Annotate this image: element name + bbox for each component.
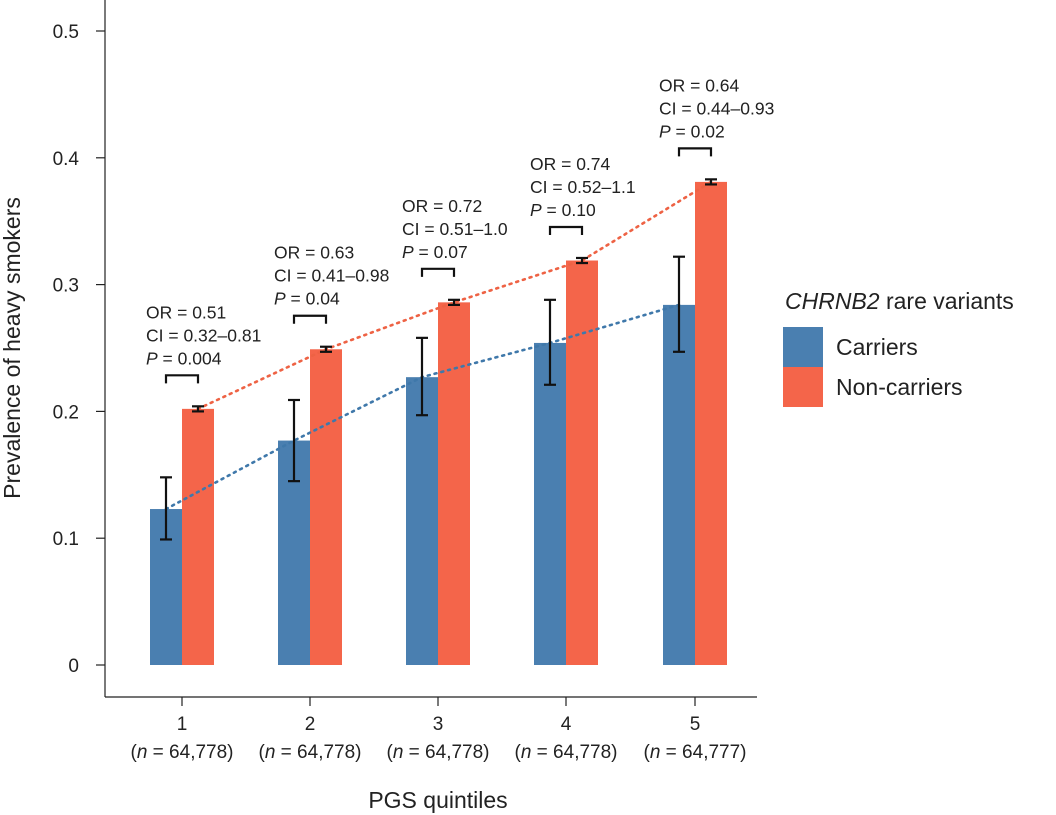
y-tick-label: 0.2 (53, 402, 79, 423)
bar-carriers-4 (534, 342, 566, 665)
odds-ratio-label: OR = 0.51 (146, 302, 226, 322)
p-value-label: P = 0.07 (402, 242, 468, 262)
y-tick-label: 0.5 (53, 22, 79, 43)
annotation-quintile-4: OR = 0.74 CI = 0.52–1.1 P = 0.10 (530, 154, 636, 235)
odds-ratio-label: OR = 0.64 (659, 75, 740, 95)
x-tick-sample-size: (n = 64,778) (131, 742, 234, 763)
p-value-label: P = 0.04 (274, 289, 340, 309)
significance-bracket (164, 374, 200, 384)
confidence-interval-label: CI = 0.41–0.98 (274, 266, 389, 286)
x-tick-sample-size: (n = 64,778) (259, 742, 362, 763)
error-bar-carriers-2 (288, 398, 300, 483)
odds-ratio-label: OR = 0.72 (402, 196, 482, 216)
bar-non-carriers-5 (695, 181, 727, 665)
p-value-label: P = 0.004 (146, 348, 222, 368)
confidence-interval-label: CI = 0.52–1.1 (530, 177, 636, 197)
x-tick-label: 1 (177, 714, 188, 735)
legend-title: CHRNB2 rare variants (785, 288, 1014, 314)
error-bar-carriers-4 (544, 298, 556, 386)
error-bar-carriers-3 (416, 336, 428, 417)
error-bar-non-carriers-1 (192, 405, 204, 413)
x-tick-sample-size: (n = 64,778) (387, 742, 490, 763)
annotations: OR = 0.51 CI = 0.32–0.81 P = 0.004 OR = 0.6… (146, 75, 774, 384)
y-axis-title: Prevalence of heavy smokers (0, 197, 25, 499)
error-bar-carriers-5 (673, 255, 685, 353)
legend-label-non-carriers: Non-carriers (836, 374, 963, 400)
bar-non-carriers-2 (310, 349, 342, 665)
annotation-quintile-5: OR = 0.64 CI = 0.44–0.93 P = 0.02 (659, 75, 774, 157)
bar-non-carriers-3 (438, 302, 470, 665)
significance-bracket (548, 225, 584, 235)
confidence-interval-label: CI = 0.32–0.81 (146, 325, 261, 345)
significance-bracket (677, 147, 713, 157)
bar-carriers-5 (663, 304, 695, 665)
y-tick-label: 0 (68, 656, 79, 677)
legend-swatch-non-carriers (783, 367, 823, 407)
error-bar-non-carriers-4 (576, 256, 588, 265)
error-bar-non-carriers-3 (448, 298, 460, 306)
error-bar-non-carriers-5 (705, 178, 717, 186)
x-tick-sample-size: (n = 64,777) (644, 742, 747, 763)
legend: CHRNB2 rare variants Carriers Non-carriers (783, 288, 1014, 407)
p-value-label: P = 0.10 (530, 200, 596, 220)
trend-line-non-carriers (196, 180, 713, 411)
x-tick-sample-size: (n = 64,778) (515, 742, 618, 763)
axes: 0 0.1 0.2 0.3 0.4 0.5 1 (n = 64,778) 2 (n = 64,77… (0, 0, 757, 813)
error-bar-non-carriers-2 (320, 345, 332, 353)
confidence-interval-label: CI = 0.51–1.0 (402, 219, 508, 239)
odds-ratio-label: OR = 0.74 (530, 154, 611, 174)
legend-swatch-carriers (783, 327, 823, 367)
bar-carriers-3 (406, 377, 438, 665)
bars (150, 181, 727, 665)
bar-non-carriers-1 (182, 408, 214, 665)
p-value-label: P = 0.02 (659, 121, 725, 141)
x-axis-title: PGS quintiles (368, 787, 507, 813)
x-tick-label: 3 (433, 714, 444, 735)
y-tick-label: 0.1 (53, 529, 79, 550)
x-tick-label: 4 (561, 714, 572, 735)
bar-non-carriers-4 (566, 260, 598, 665)
annotation-quintile-3: OR = 0.72 CI = 0.51–1.0 P = 0.07 (402, 196, 508, 277)
legend-label-carriers: Carriers (836, 334, 918, 360)
significance-bracket (292, 314, 328, 324)
confidence-interval-label: CI = 0.44–0.93 (659, 98, 774, 118)
error-bars (160, 178, 717, 541)
y-tick-label: 0.4 (53, 149, 80, 170)
x-tick-label: 2 (305, 714, 316, 735)
significance-bracket (420, 267, 456, 277)
y-tick-label: 0.3 (53, 276, 79, 297)
x-tick-label: 5 (690, 714, 701, 735)
annotation-quintile-2: OR = 0.63 CI = 0.41–0.98 P = 0.04 (274, 243, 389, 324)
error-bar-carriers-1 (160, 476, 172, 541)
annotation-quintile-1: OR = 0.51 CI = 0.32–0.81 P = 0.004 (146, 302, 261, 384)
odds-ratio-label: OR = 0.63 (274, 243, 354, 263)
